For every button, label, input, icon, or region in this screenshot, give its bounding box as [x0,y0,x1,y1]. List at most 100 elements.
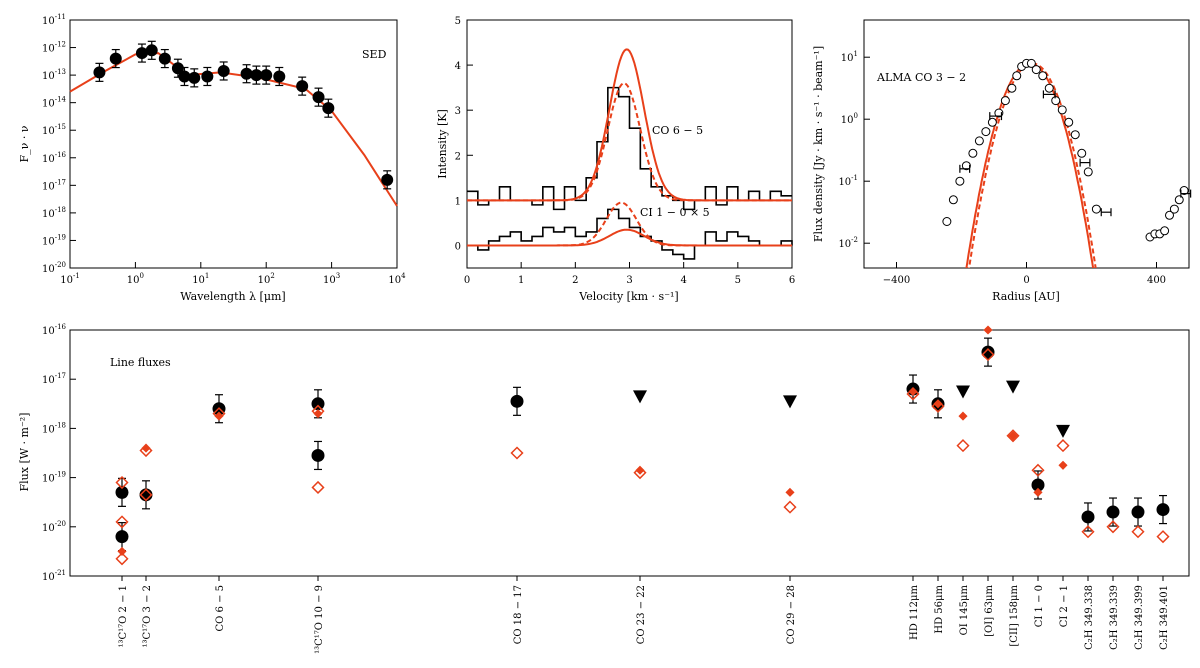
line-fluxes-observed-point [1131,505,1145,519]
line-fluxes-marks [115,325,1170,566]
line-fluxes-title: Line fluxes [110,356,171,369]
radial-data-point [1038,71,1048,81]
radial-x-ticks: −400 0 400 [883,262,1166,286]
sed-data-point [260,69,273,82]
radial-x-tick-label: −400 [883,275,910,286]
line-fluxes-x-tick-label: HD 56μm [934,584,945,633]
radial-y-tick-label: 100 [841,112,858,126]
sed-data-point [217,64,230,77]
radial-data-point [974,136,984,146]
radial-data-point [1077,148,1087,158]
ci10-annotation: CI 1 − 0 × 5 [640,206,710,219]
line-fluxes-model-small [1008,431,1018,441]
radial-y-ticks: 10-2 10-1 100 101 [838,50,870,250]
spectrum-x-tick-label: 3 [626,275,632,286]
line-fluxes-model-small [141,443,151,453]
radial-data-point [961,161,971,171]
spectrum-observed-0 [467,86,792,211]
sed-y-tick-label: 10-20 [42,261,66,275]
line-fluxes-observed-point [981,345,995,359]
line-fluxes-model-small [117,546,127,556]
sed-y-tick-label: 10-15 [42,123,66,137]
line-fluxes-upper-limit [1056,424,1070,438]
radial-data-point [987,117,997,127]
radial-data-point [1091,204,1101,214]
radial-x-axis-label: Radius [AU] [992,290,1060,303]
radial-data-point [1179,186,1189,195]
radial-data-point [1012,71,1022,81]
line-fluxes-x-tick-label: [CII] 158μm [1009,584,1020,646]
sed-data-point [178,70,191,83]
spectrum-y-tick-label: 3 [455,106,461,117]
line-fluxes-x-tick-label: C₂H 349.338 [1084,585,1095,650]
spectrum-x-tick-label: 5 [735,275,741,286]
sed-y-tick-label: 10-19 [42,233,66,247]
radial-data-point [1070,130,1080,140]
line-fluxes-x-tick-label: C₂H 349.339 [1109,585,1120,650]
line-fluxes-x-tick-label: OI 145μm [959,584,970,635]
line-fluxes-model-small [785,487,795,497]
line-fluxes-model-small [1033,487,1043,497]
spectrum-y-tick-label: 1 [455,196,461,207]
radial-data-point [1174,195,1184,205]
spectrum-x-axis-label: Velocity [km · s⁻¹] [578,290,678,303]
sed-y-tick-label: 10-16 [42,151,67,165]
line-fluxes-upper-limit [783,395,797,409]
spectrum-x-ticks: 0 1 2 3 4 5 6 [464,262,795,286]
radial-data-point [1007,83,1017,93]
radial-y-tick-label: 10-2 [838,236,858,250]
line-fluxes-y-ticks: 10-21 10-20 10-19 10-18 10-17 10-16 [42,323,76,583]
sed-x-tick-label: 104 [388,272,406,286]
radial-data-point [948,195,958,205]
sed-data-point [109,52,122,65]
sed-data-point [188,71,201,84]
line-fluxes-x-tick-label: CO 29 − 28 [786,585,797,644]
line-fluxes-y-axis-label: Flux [W · m⁻²] [18,413,31,492]
radial-data-point [942,217,952,226]
line-fluxes-observed-point [311,397,325,411]
line-fluxes-upper-limit [956,385,970,399]
line-fluxes-model-small [958,411,968,421]
radial-data-point [1000,96,1010,106]
radial-panel: ALMA CO 3 − 2 Radius [AU] Flux density [… [812,19,1192,303]
sed-data-point [201,70,214,83]
line-fluxes-model-diamond [115,552,129,566]
spectrum-model-4 [467,228,792,247]
line-fluxes-model-small [214,411,224,421]
line-fluxes-model-diamond [956,439,970,453]
spectrum-x-tick-label: 4 [680,275,686,286]
sed-x-tick-label: 101 [192,272,209,286]
radial-data-point [981,127,991,137]
sed-data-point [381,173,394,186]
line-fluxes-observed-point [311,448,325,462]
radial-data-point [1044,83,1054,93]
line-fluxes-y-tick-label: 10-20 [42,520,66,534]
line-fluxes-upper-limit [633,390,647,404]
sed-data-point [93,66,106,79]
line-fluxes-x-tick-label: HD 112μm [909,584,920,640]
line-fluxes-model-small [1058,460,1068,470]
line-fluxes-model-diamond [1106,520,1120,534]
line-fluxes-x-tick-label: CI 1 − 0 [1034,585,1045,627]
sed-title: SED [362,48,387,61]
sed-x-tick-label: 103 [323,272,340,286]
line-fluxes-model-diamond [311,480,325,495]
spectrum-x-tick-label: 0 [464,275,470,286]
line-fluxes-model-diamond [115,515,129,529]
sed-marks [69,40,398,207]
line-fluxes-y-tick-label: 10-19 [42,471,66,485]
sed-data-point [322,102,335,115]
radial-data-point [1165,210,1174,220]
radial-data-point [1057,105,1067,115]
line-fluxes-model-diamond [981,348,995,362]
radial-model-dashed [968,62,1097,268]
line-fluxes-upper-limit [1006,380,1020,394]
radial-data-point [1169,204,1179,214]
line-fluxes-observed-point [139,488,153,502]
line-fluxes-y-tick-label: 10-21 [42,569,66,583]
sed-y-tick-label: 10-14 [42,96,67,110]
sed-x-tick-label: 100 [127,272,144,286]
line-fluxes-observed-point [1156,503,1170,517]
